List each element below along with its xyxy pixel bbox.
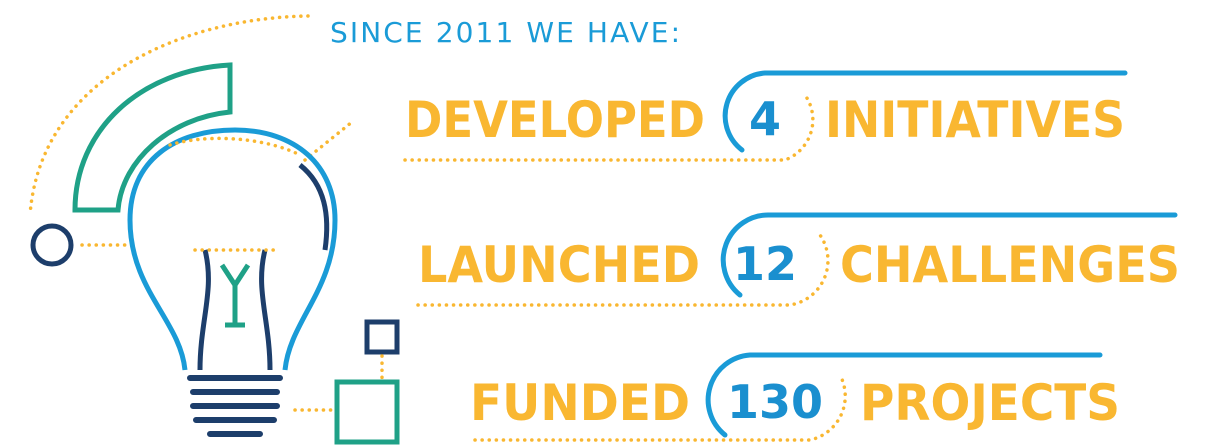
verb: LAUNCHED [418, 236, 700, 294]
number: 12 [733, 237, 797, 291]
noun: INITIATIVES [825, 91, 1125, 149]
infographic: SINCE 2011 WE HAVE: DEVELOPED 4 INITIATI… [0, 0, 1217, 448]
noun: CHALLENGES [840, 236, 1180, 294]
verb: FUNDED [470, 374, 690, 432]
header-title: SINCE 2011 WE HAVE: [330, 16, 680, 49]
verb: DEVELOPED [405, 91, 705, 149]
number: 4 [749, 92, 781, 146]
number: 130 [727, 375, 823, 429]
noun: PROJECTS [860, 374, 1120, 432]
lightbulb-illustration [30, 16, 397, 442]
